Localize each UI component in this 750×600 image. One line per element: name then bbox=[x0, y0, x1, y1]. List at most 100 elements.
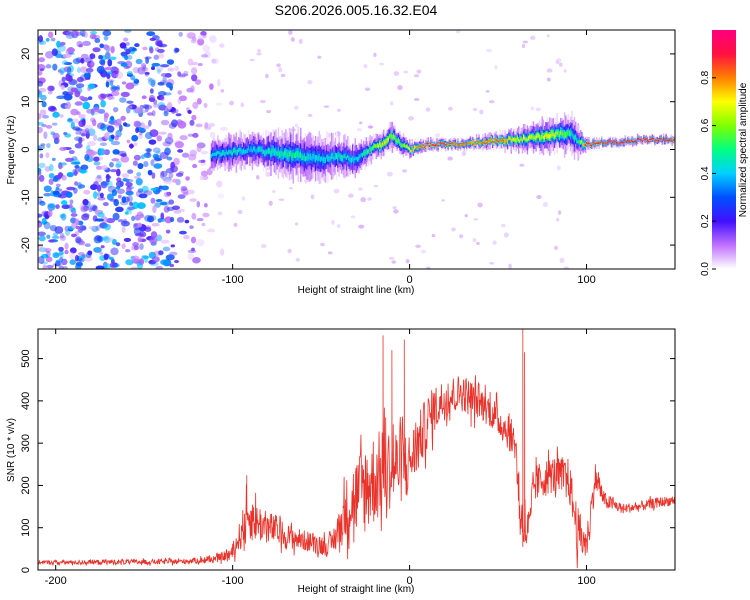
spectrogram-noise-cell bbox=[323, 105, 330, 108]
spectrogram-noise-cell bbox=[118, 194, 122, 199]
spectrogram-signal-cell bbox=[322, 157, 324, 162]
spectrogram-noise-cell bbox=[58, 80, 63, 88]
colorbar-tick-label: 0.0 bbox=[700, 262, 711, 276]
spectrogram-noise-cell bbox=[192, 101, 199, 109]
spectrogram-noise-cell bbox=[77, 182, 82, 190]
spectrogram-noise-cell bbox=[109, 169, 118, 173]
spectrogram-noise-cell bbox=[204, 50, 211, 59]
spectrogram-noise-cell bbox=[97, 196, 106, 201]
spectrogram-noise-cell bbox=[168, 199, 175, 205]
spectrogram-signal-cell bbox=[210, 154, 213, 158]
spectrogram-noise-cell bbox=[68, 203, 73, 209]
spectrogram-noise-cell bbox=[125, 182, 133, 187]
spectrogram-noise-cell bbox=[174, 141, 184, 149]
spectrogram-noise-cell bbox=[183, 70, 189, 76]
spectrogram-noise-cell bbox=[145, 57, 150, 65]
spectrogram-noise-cell bbox=[74, 254, 80, 262]
spectrogram-noise-cell bbox=[115, 129, 122, 138]
spectrogram-signal-cell bbox=[243, 148, 245, 154]
spectrogram-noise-cell bbox=[47, 203, 56, 211]
spectrogram-noise-cell bbox=[87, 141, 96, 147]
spectrogram-signal-cell bbox=[672, 138, 675, 141]
spectrogram-noise-cell bbox=[121, 196, 127, 204]
spectrogram-noise-cell bbox=[276, 63, 281, 68]
spectrogram-noise-cell bbox=[150, 231, 158, 239]
spectrogram-noise-cell bbox=[298, 38, 303, 45]
spectrogram-noise-cell bbox=[191, 114, 197, 121]
spectrogram-noise-cell bbox=[54, 138, 59, 145]
colorbar-tick-label: 0.6 bbox=[700, 118, 711, 132]
spectrogram-signal-cell bbox=[454, 143, 457, 146]
spectrogram-signal-cell bbox=[495, 138, 498, 142]
spectrogram-noise-cell bbox=[131, 134, 139, 142]
spectrogram-x-tick-label: -100 bbox=[222, 274, 244, 286]
spectrogram-noise-cell bbox=[111, 158, 120, 162]
spectrogram-noise-cell bbox=[217, 193, 225, 199]
spectrogram-noise-cell bbox=[189, 198, 197, 202]
snr-panel: -200 -100 0 100 0 100 200 300 400 500 Height of … bbox=[6, 328, 676, 595]
spectrogram-noise-cell bbox=[112, 149, 120, 155]
spectrogram-noise-cell bbox=[310, 194, 315, 200]
spectrogram-noise-cell bbox=[126, 71, 133, 76]
spectrogram-noise-cell bbox=[82, 205, 90, 211]
spectrogram-noise-cell bbox=[43, 221, 51, 230]
spectrogram-noise-cell bbox=[38, 231, 46, 237]
spectrogram-noise-cell bbox=[86, 108, 94, 114]
spectrogram-signal-cell bbox=[264, 150, 266, 157]
spectrogram-noise-cell bbox=[38, 235, 46, 242]
spectrogram-signal-cell bbox=[444, 143, 447, 146]
spectrogram-noise-cell bbox=[109, 262, 115, 268]
spectrogram-noise-cell bbox=[177, 90, 182, 95]
spectrogram-signal-cell bbox=[449, 142, 452, 145]
spectrogram-noise-cell bbox=[163, 110, 169, 117]
spectrogram-noise-cell bbox=[177, 149, 184, 153]
spectrogram-signal-cell bbox=[482, 141, 484, 144]
spectrogram-noise-cell bbox=[156, 135, 163, 142]
spectrogram-noise-cell bbox=[115, 242, 121, 247]
spectrogram-noise-cell bbox=[190, 38, 197, 44]
spectrogram-signal-cell bbox=[657, 139, 660, 142]
spectrogram-noise-cell bbox=[373, 184, 379, 188]
spectrogram-signal-cell bbox=[645, 138, 648, 140]
spectrogram-signal-cell bbox=[373, 145, 375, 148]
spectrogram-signal-cell bbox=[220, 152, 223, 157]
spectrogram-signal-cell bbox=[513, 138, 515, 141]
spectrogram-noise-cell bbox=[256, 175, 260, 180]
spectrogram-noise-cell bbox=[107, 120, 116, 125]
spectrogram-noise-cell bbox=[104, 67, 113, 71]
spectrogram-noise-cell bbox=[156, 40, 163, 47]
spectrogram-signal-cell bbox=[423, 146, 426, 149]
spectrogram-x-axis: -200 -100 0 100 bbox=[45, 30, 596, 286]
spectrogram-noise-cell bbox=[64, 242, 69, 250]
spectrogram-noise-cell bbox=[87, 83, 96, 90]
spectrogram-signal-cell bbox=[664, 140, 666, 143]
spectrogram-signal-cell bbox=[525, 137, 527, 142]
spectrogram-noise-cell bbox=[162, 141, 172, 147]
spectrogram-noise-cell bbox=[56, 95, 66, 100]
snr-x-tick-label: -100 bbox=[222, 575, 244, 587]
spectrogram-signal-cell bbox=[465, 143, 468, 146]
spectrogram-signal-cell bbox=[500, 140, 503, 143]
spectrogram-noise-cell bbox=[115, 180, 124, 188]
snr-y-tick-label: 500 bbox=[20, 349, 32, 367]
spectrogram-noise-cell bbox=[133, 78, 140, 84]
spectrogram-noise-cell bbox=[479, 109, 484, 115]
spectrogram-signal-cell bbox=[670, 138, 672, 141]
spectrogram-noise-cell bbox=[174, 65, 180, 72]
spectrogram-noise-cell bbox=[206, 228, 216, 233]
spectrogram-signal-cell bbox=[241, 149, 244, 155]
spectrogram-noise-cell bbox=[451, 227, 456, 232]
spectrogram-signal-cell bbox=[384, 140, 386, 145]
spectrogram-noise-cell bbox=[68, 149, 75, 155]
spectrogram-noise-cell bbox=[187, 253, 195, 260]
spectrogram-y-tick-label: 10 bbox=[20, 96, 32, 108]
spectrogram-signal-cell bbox=[390, 132, 392, 137]
spectrogram-noise-cell bbox=[80, 53, 89, 60]
spectrogram-noise-cell bbox=[294, 123, 298, 128]
spectrogram-signal-cell bbox=[560, 130, 562, 135]
spectrogram-signal-cell bbox=[439, 141, 442, 144]
spectrogram-noise-cell bbox=[125, 259, 134, 266]
spectrogram-noise-cell bbox=[190, 236, 197, 244]
spectrogram-noise-cell bbox=[89, 31, 98, 35]
spectrogram-signal-cell bbox=[539, 135, 541, 140]
